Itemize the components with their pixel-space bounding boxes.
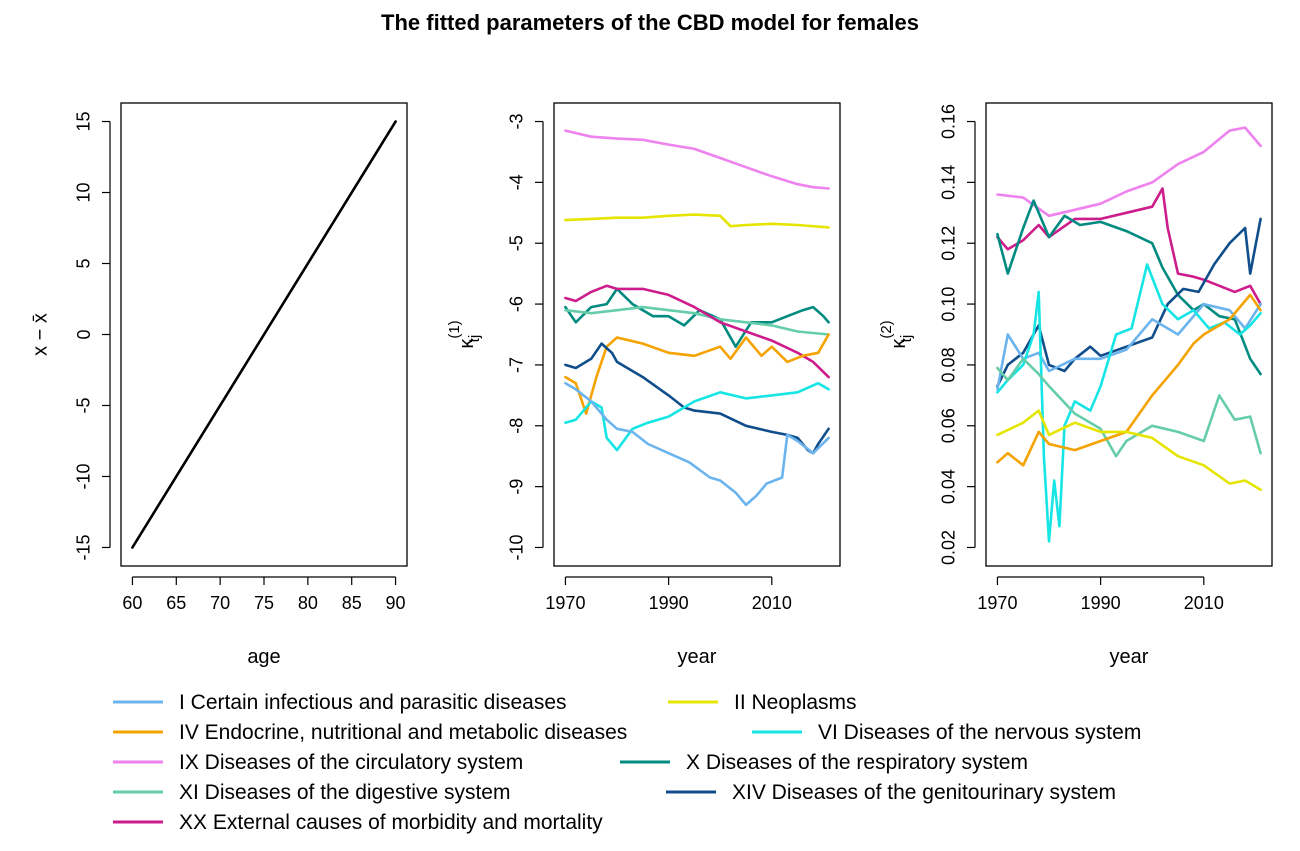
x-tick-label: 65: [166, 593, 186, 613]
legend-label-IX: IX Diseases of the circulatory system: [179, 751, 523, 774]
y-tick-label: 0.10: [939, 287, 959, 322]
x-tick-label: 75: [254, 593, 274, 613]
plot-frame: [985, 102, 1273, 567]
kappa1-panel: 1970 1990 2010 -10 -9 -8 -7 -6 -5 -4 -3 year κ(1) tj: [446, 102, 841, 668]
legend-label-XIV: XIV Diseases of the genitourinary system: [732, 781, 1116, 804]
y-tick-label: 10: [74, 182, 94, 202]
y-tick-label: -10: [507, 534, 527, 560]
y-tick-label: -9: [507, 479, 527, 495]
y-tick-label: -10: [74, 463, 94, 489]
x-tick-label: 1970: [977, 593, 1017, 613]
x-tick-label: 70: [210, 593, 230, 613]
kappa2-panel: 1970 1990 2010 0.02 0.04 0.06 0.08 0.10 0.12 0.14…: [878, 102, 1273, 668]
x-tick-label: 2010: [1184, 593, 1224, 613]
legend-label-VI: VI Diseases of the nervous system: [818, 721, 1141, 744]
series-line-VI: [996, 263, 1262, 543]
y-tick-label: 0.12: [939, 226, 959, 261]
x-tick-label: 2010: [752, 593, 792, 613]
plot-frame: [553, 102, 841, 567]
x-tick-label: 90: [386, 593, 406, 613]
x-tick-label: 1970: [545, 593, 585, 613]
y-tick-label: 0: [74, 329, 94, 339]
series-line-II: [996, 409, 1262, 492]
y-tick-label: -7: [507, 357, 527, 373]
series-line-II: [564, 213, 830, 229]
y-tick-label: 0.14: [939, 165, 959, 200]
series-line-XX: [564, 284, 830, 379]
series-line-X: [996, 199, 1262, 376]
y-tick-label: -6: [507, 296, 527, 312]
y-tick-label: 15: [74, 112, 94, 132]
y-tick-label: 0.02: [939, 530, 959, 565]
series-line-XI: [564, 305, 830, 336]
legend-label-II: II Neoplasms: [734, 691, 857, 714]
y-axis-label: x − x̄: [29, 313, 51, 356]
series-line-X: [564, 287, 830, 349]
x-axis-label: age: [247, 646, 280, 668]
x-tick-label: 1990: [1081, 593, 1121, 613]
y-tick-label: -15: [74, 534, 94, 560]
y-tick-label: -3: [507, 114, 527, 130]
y-tick-label: 0.16: [939, 104, 959, 139]
y-axis-label-text: κ(2) tj: [878, 320, 915, 348]
series-line-IX: [996, 126, 1262, 218]
series-line-IX: [564, 129, 830, 190]
legend-label-X: X Diseases of the respiratory system: [686, 751, 1028, 774]
series-line-I: [564, 381, 830, 507]
legend: I Certain infectious and parasitic disea…: [113, 691, 1141, 834]
plot-frame: [120, 102, 408, 567]
y-tick-label: 0.04: [939, 469, 959, 504]
legend-label-XX: XX External causes of morbidity and mort…: [179, 811, 603, 834]
series-line-XX: [996, 187, 1262, 306]
y-tick-label: 0.06: [939, 408, 959, 443]
age-panel: 60 65 70 75 80 85 90 -15 -10 -5 0 5 10 15 age x − x̄: [29, 102, 408, 668]
y-tick-label: -8: [507, 418, 527, 434]
series-line-VI: [564, 381, 830, 452]
y-tick-label: -5: [74, 397, 94, 413]
series-line-XI: [996, 357, 1262, 458]
series-line-IV: [564, 333, 830, 415]
x-axis-label: year: [1110, 646, 1149, 668]
y-axis-label: κ(2) tj: [878, 320, 915, 348]
x-tick-label: 80: [298, 593, 318, 613]
chart-title: The fitted parameters of the CBD model f…: [381, 10, 919, 35]
x-tick-label: 1990: [649, 593, 689, 613]
y-tick-label: -4: [507, 174, 527, 190]
x-tick-label: 60: [122, 593, 142, 613]
legend-label-IV: IV Endocrine, nutritional and metabolic …: [179, 721, 627, 744]
y-tick-label: 5: [74, 258, 94, 268]
x-tick-label: 85: [342, 593, 362, 613]
legend-label-I: I Certain infectious and parasitic disea…: [179, 691, 567, 714]
x-axis-label: year: [678, 646, 717, 668]
legend-label-XI: XI Diseases of the digestive system: [179, 781, 510, 804]
y-axis-label: κ(1) tj: [446, 320, 483, 348]
series-line-age: [131, 120, 397, 549]
y-axis-label-text: κ(1) tj: [446, 320, 483, 348]
y-tick-label: -5: [507, 235, 527, 251]
y-tick-label: 0.08: [939, 347, 959, 382]
